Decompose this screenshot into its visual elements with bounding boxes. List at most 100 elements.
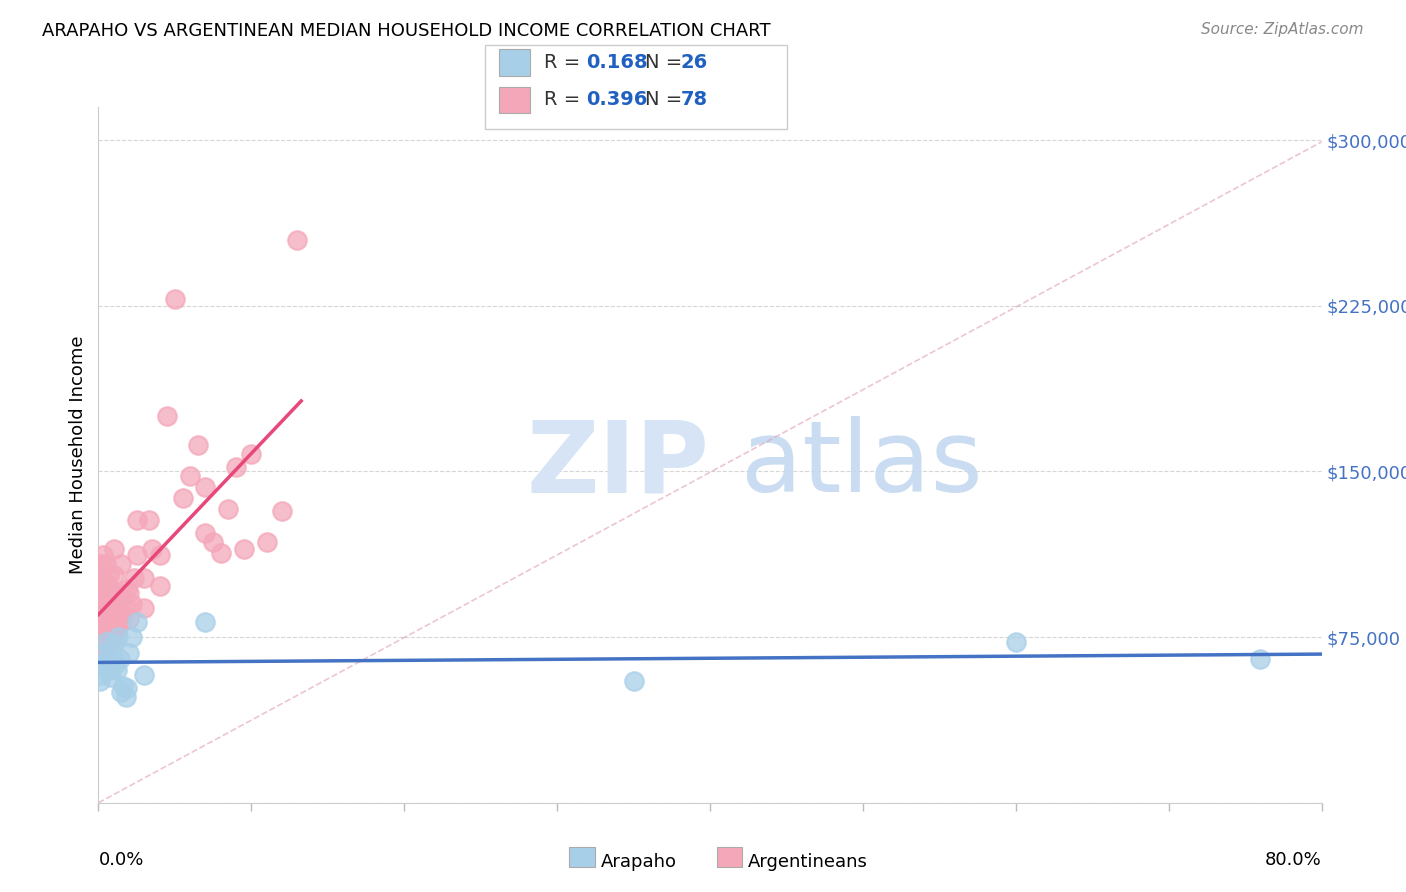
Point	[217, 502, 239, 516]
Point	[1249, 652, 1271, 666]
Point	[115, 601, 138, 615]
Point	[97, 579, 120, 593]
Text: 80.0%: 80.0%	[1265, 851, 1322, 870]
Point	[138, 513, 160, 527]
Point	[141, 541, 163, 556]
Point	[118, 586, 141, 600]
Y-axis label: Median Household Income: Median Household Income	[69, 335, 87, 574]
Point	[93, 597, 115, 611]
Point	[232, 541, 254, 556]
Point	[103, 568, 125, 582]
Point	[100, 670, 122, 684]
Point	[117, 582, 139, 596]
Point	[134, 601, 156, 615]
Text: R =: R =	[544, 90, 586, 110]
Point	[1004, 634, 1026, 648]
Text: 26: 26	[681, 53, 707, 72]
Point	[98, 568, 121, 582]
Point	[101, 619, 124, 633]
Point	[187, 438, 209, 452]
Point	[623, 674, 645, 689]
Point	[105, 601, 128, 615]
Point	[149, 549, 172, 563]
Point	[125, 513, 148, 527]
Point	[100, 606, 122, 620]
Point	[94, 558, 117, 572]
Point	[194, 615, 217, 629]
Point	[110, 685, 132, 699]
Point	[104, 657, 127, 671]
Point	[94, 624, 117, 638]
Text: R =: R =	[544, 53, 586, 72]
Point	[89, 619, 111, 633]
Point	[107, 619, 129, 633]
Point	[103, 592, 125, 607]
Point	[100, 586, 122, 600]
Point	[89, 674, 111, 689]
Point	[240, 447, 263, 461]
Text: N =: N =	[645, 53, 689, 72]
Point	[100, 624, 122, 638]
Point	[179, 469, 201, 483]
Point	[93, 574, 115, 589]
Point	[118, 612, 141, 626]
Point	[94, 586, 117, 600]
Point	[107, 591, 129, 605]
Point	[110, 615, 132, 629]
Point	[256, 535, 278, 549]
Point	[89, 564, 111, 578]
Point	[103, 630, 125, 644]
Text: 0.0%: 0.0%	[98, 851, 143, 870]
Point	[110, 586, 132, 600]
Point	[194, 480, 217, 494]
Point	[103, 637, 125, 651]
Point	[98, 612, 121, 626]
Point	[97, 601, 120, 615]
Text: 78: 78	[681, 90, 707, 110]
Point	[91, 615, 114, 629]
Point	[89, 586, 111, 600]
Point	[163, 292, 186, 306]
Point	[285, 233, 308, 247]
Point	[103, 612, 125, 626]
Point	[91, 549, 114, 563]
Point	[90, 601, 112, 615]
Point	[125, 549, 148, 563]
Text: N =: N =	[645, 90, 689, 110]
Point	[93, 615, 115, 629]
Point	[90, 558, 112, 572]
Point	[115, 690, 138, 704]
Point	[93, 658, 115, 673]
Point	[125, 615, 148, 629]
Point	[90, 624, 112, 638]
Text: ZIP: ZIP	[527, 417, 710, 514]
Point	[103, 541, 125, 556]
Point	[98, 630, 121, 644]
Text: ARAPAHO VS ARGENTINEAN MEDIAN HOUSEHOLD INCOME CORRELATION CHART: ARAPAHO VS ARGENTINEAN MEDIAN HOUSEHOLD …	[42, 22, 770, 40]
Point	[101, 646, 124, 660]
Point	[117, 681, 139, 695]
Text: atlas: atlas	[741, 417, 983, 514]
Point	[111, 608, 134, 623]
Point	[209, 546, 232, 560]
Point	[101, 592, 124, 607]
Point	[90, 586, 112, 600]
Text: 0.396: 0.396	[586, 90, 648, 110]
Point	[91, 597, 114, 611]
Point	[89, 637, 111, 651]
Text: 0.168: 0.168	[586, 53, 648, 72]
Point	[149, 579, 172, 593]
Point	[134, 570, 156, 584]
Point	[94, 634, 117, 648]
Point	[121, 597, 143, 611]
Point	[110, 558, 132, 572]
Point	[134, 667, 156, 681]
Point	[93, 630, 115, 644]
Point	[97, 652, 120, 666]
Point	[97, 637, 120, 651]
Point	[98, 592, 121, 607]
Point	[108, 652, 131, 666]
Point	[105, 624, 128, 638]
Point	[91, 637, 114, 651]
Point	[270, 504, 292, 518]
